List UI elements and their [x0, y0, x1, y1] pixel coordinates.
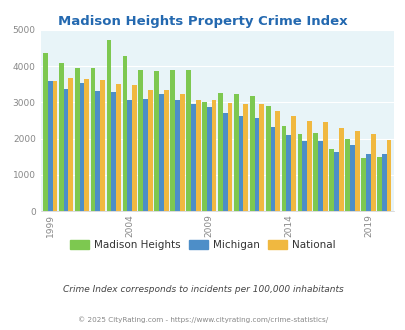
Bar	[306, 121, 311, 211]
Bar	[259, 104, 264, 211]
Bar	[170, 70, 175, 211]
Bar	[75, 68, 79, 211]
Bar	[64, 89, 68, 211]
Bar	[52, 81, 57, 211]
Bar	[338, 128, 343, 211]
Bar	[333, 152, 338, 211]
Bar	[127, 100, 132, 211]
Bar	[122, 56, 127, 211]
Bar	[143, 99, 148, 211]
Bar	[164, 90, 168, 211]
Bar	[297, 134, 302, 211]
Bar	[328, 149, 333, 211]
Bar	[322, 122, 327, 211]
Bar	[243, 105, 247, 211]
Bar	[222, 113, 227, 211]
Bar	[100, 80, 105, 211]
Bar	[138, 70, 143, 211]
Bar	[202, 102, 207, 211]
Bar	[148, 90, 152, 211]
Bar	[227, 103, 232, 211]
Bar	[211, 100, 216, 211]
Bar	[48, 81, 52, 211]
Bar	[84, 79, 89, 211]
Bar	[281, 126, 286, 211]
Bar	[159, 94, 164, 211]
Bar	[154, 71, 159, 211]
Bar	[349, 145, 354, 211]
Bar	[354, 131, 359, 211]
Bar	[79, 83, 84, 211]
Bar	[43, 53, 48, 211]
Bar	[132, 85, 136, 211]
Bar	[318, 141, 322, 211]
Bar	[68, 78, 73, 211]
Bar	[381, 154, 386, 211]
Legend: Madison Heights, Michigan, National: Madison Heights, Michigan, National	[66, 236, 339, 254]
Text: © 2025 CityRating.com - https://www.cityrating.com/crime-statistics/: © 2025 CityRating.com - https://www.city…	[78, 317, 327, 323]
Bar	[179, 94, 184, 211]
Bar	[190, 104, 195, 211]
Bar	[116, 84, 121, 211]
Text: Madison Heights Property Crime Index: Madison Heights Property Crime Index	[58, 15, 347, 28]
Bar	[370, 134, 375, 211]
Bar	[95, 91, 100, 211]
Bar	[238, 116, 243, 211]
Bar	[111, 92, 116, 211]
Bar	[90, 68, 95, 211]
Bar	[286, 135, 290, 211]
Bar	[217, 93, 222, 211]
Bar	[249, 96, 254, 211]
Bar	[186, 70, 190, 211]
Bar	[207, 107, 211, 211]
Bar	[302, 141, 306, 211]
Bar	[360, 158, 365, 211]
Bar	[290, 116, 295, 211]
Bar	[270, 127, 275, 211]
Bar	[344, 139, 349, 211]
Bar	[175, 100, 179, 211]
Bar	[233, 94, 238, 211]
Text: Crime Index corresponds to incidents per 100,000 inhabitants: Crime Index corresponds to incidents per…	[62, 285, 343, 294]
Bar	[365, 154, 370, 211]
Bar	[386, 141, 390, 211]
Bar	[376, 157, 381, 211]
Bar	[275, 112, 279, 211]
Bar	[313, 133, 318, 211]
Bar	[195, 100, 200, 211]
Bar	[254, 118, 259, 211]
Bar	[265, 106, 270, 211]
Bar	[107, 40, 111, 211]
Bar	[59, 63, 64, 211]
